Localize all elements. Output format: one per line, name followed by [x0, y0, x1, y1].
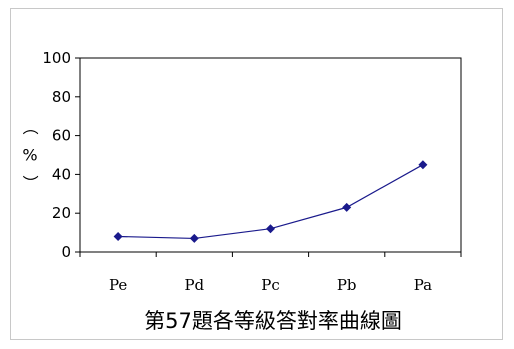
y-axis-ticks: 0 20 40 60 80 100 — [42, 49, 80, 261]
data-point — [266, 224, 275, 234]
y-tick-label: 20 — [52, 204, 71, 222]
data-point — [342, 202, 352, 212]
data-point — [189, 233, 199, 243]
y-tick-label: 100 — [42, 49, 71, 67]
y-axis-label-group: （% ） — [21, 119, 40, 191]
x-tick-label: Pb — [337, 276, 357, 294]
chart-title: 第57題各等級答對率曲線圖 — [144, 309, 402, 333]
series-group — [113, 160, 428, 243]
data-point — [113, 231, 123, 241]
y-tick-label: 80 — [52, 88, 71, 106]
x-tick-label: Pc — [261, 276, 280, 294]
y-axis-label-char: （ — [21, 119, 40, 135]
chart-frame — [10, 8, 503, 340]
x-tick-label: Pe — [109, 276, 127, 294]
y-tick-label: 40 — [52, 165, 71, 183]
y-axis-label-char: % — [22, 146, 37, 165]
plot-area-border — [79, 57, 462, 253]
x-tick-label: Pd — [184, 276, 204, 294]
x-tick-label: Pa — [414, 276, 432, 294]
axes — [79, 57, 462, 253]
y-tick-label: 60 — [52, 127, 71, 145]
y-axis-label-char: ） — [21, 175, 40, 191]
data-point — [418, 160, 428, 170]
y-tick-label: 0 — [61, 243, 71, 261]
x-axis-ticks: Pe Pd Pc Pb Pa — [79, 252, 462, 294]
